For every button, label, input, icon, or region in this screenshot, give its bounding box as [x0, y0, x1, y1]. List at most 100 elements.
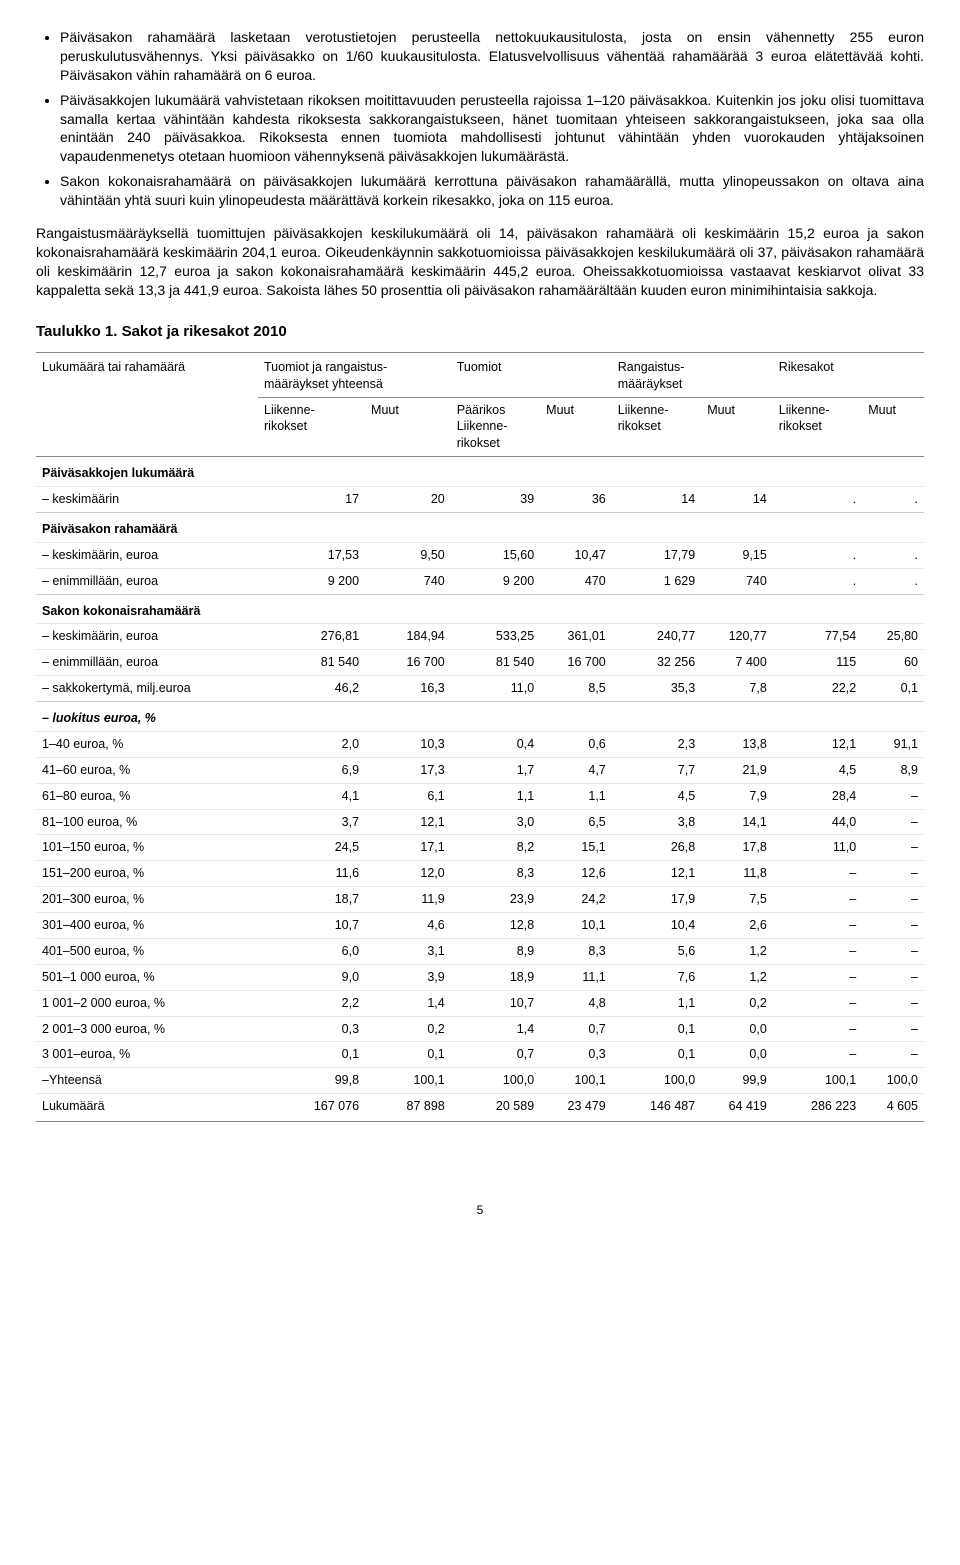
cell: – — [862, 887, 924, 913]
sub-col: PäärikosLiikenne-rikokset — [451, 397, 540, 457]
cell: 20 — [365, 487, 451, 513]
cell: 6,1 — [365, 783, 451, 809]
cell: 12,1 — [365, 809, 451, 835]
cell: 9,50 — [365, 542, 451, 568]
cell: 1 629 — [612, 568, 701, 594]
table-row: 501–1 000 euroa, %9,03,918,911,17,61,2–– — [36, 964, 924, 990]
cell: – — [862, 964, 924, 990]
cell: 1,1 — [451, 783, 540, 809]
cell: 1,2 — [701, 938, 773, 964]
cell: 16,3 — [365, 676, 451, 702]
table-row: – enimmillään, euroa81 54016 70081 54016… — [36, 650, 924, 676]
cell: 10,7 — [258, 913, 365, 939]
cell: 4,1 — [258, 783, 365, 809]
row-label: 151–200 euroa, % — [36, 861, 258, 887]
cell: 100,0 — [612, 1068, 701, 1094]
cell: 2,3 — [612, 731, 701, 757]
row-label: – keskimäärin, euroa — [36, 624, 258, 650]
cell: 276,81 — [258, 624, 365, 650]
cell: 81 540 — [451, 650, 540, 676]
cell: . — [862, 487, 924, 513]
row-label: –Yhteensä — [36, 1068, 258, 1094]
cell: 12,1 — [612, 861, 701, 887]
table-row: – keskimäärin, euroa17,539,5015,6010,471… — [36, 542, 924, 568]
cell: 8,9 — [862, 757, 924, 783]
cell: 17,3 — [365, 757, 451, 783]
cell: 11,9 — [365, 887, 451, 913]
cell: 1,2 — [701, 964, 773, 990]
cell: 6,9 — [258, 757, 365, 783]
col-group: Rangaistus-määräykset — [612, 352, 773, 397]
cell: 8,3 — [451, 861, 540, 887]
cell: 0,2 — [365, 1016, 451, 1042]
cell: 286 223 — [773, 1094, 862, 1122]
sub-col: Muut — [701, 397, 773, 457]
row-label: – enimmillään, euroa — [36, 568, 258, 594]
cell: 3,0 — [451, 809, 540, 835]
cell: 9 200 — [258, 568, 365, 594]
cell: 21,9 — [701, 757, 773, 783]
section-header: Päiväsakon rahamäärä — [36, 512, 924, 542]
cell: 11,0 — [451, 676, 540, 702]
row-label: 501–1 000 euroa, % — [36, 964, 258, 990]
cell: 2,6 — [701, 913, 773, 939]
cell: 8,5 — [540, 676, 612, 702]
cell: 35,3 — [612, 676, 701, 702]
fines-table: Lukumäärä tai rahamääräTuomiot ja rangai… — [36, 352, 924, 1122]
cell: 100,1 — [773, 1068, 862, 1094]
row-label: – sakkokertymä, milj.euroa — [36, 676, 258, 702]
cell: 4,7 — [540, 757, 612, 783]
cell: 44,0 — [773, 809, 862, 835]
cell: 0,2 — [701, 990, 773, 1016]
cell: 2,0 — [258, 731, 365, 757]
table-row: 1–40 euroa, %2,010,30,40,62,313,812,191,… — [36, 731, 924, 757]
cell: 17,79 — [612, 542, 701, 568]
cell: 3,1 — [365, 938, 451, 964]
cell: . — [773, 542, 862, 568]
cell: 3,8 — [612, 809, 701, 835]
row-label: 81–100 euroa, % — [36, 809, 258, 835]
cell: 14 — [701, 487, 773, 513]
cell: 1,4 — [451, 1016, 540, 1042]
table-title: Taulukko 1. Sakot ja rikesakot 2010 — [36, 322, 924, 342]
cell: 11,1 — [540, 964, 612, 990]
cell: – — [862, 783, 924, 809]
cell: 10,4 — [612, 913, 701, 939]
cell: 0,1 — [258, 1042, 365, 1068]
cell: – — [773, 861, 862, 887]
section-header: Päiväsakkojen lukumäärä — [36, 457, 924, 487]
cell: 4,6 — [365, 913, 451, 939]
sub-col: Muut — [540, 397, 612, 457]
cell: 0,1 — [612, 1016, 701, 1042]
cell: 24,2 — [540, 887, 612, 913]
cell: 9,0 — [258, 964, 365, 990]
cell: – — [862, 913, 924, 939]
cell: 16 700 — [365, 650, 451, 676]
cell: 81 540 — [258, 650, 365, 676]
row-label: 3 001–euroa, % — [36, 1042, 258, 1068]
cell: 184,94 — [365, 624, 451, 650]
cell: 91,1 — [862, 731, 924, 757]
table-row: 61–80 euroa, %4,16,11,11,14,57,928,4– — [36, 783, 924, 809]
cell: 8,3 — [540, 938, 612, 964]
cell: 0,7 — [451, 1042, 540, 1068]
cell: 100,1 — [540, 1068, 612, 1094]
cell: . — [773, 568, 862, 594]
cell: 4 605 — [862, 1094, 924, 1122]
cell: 0,7 — [540, 1016, 612, 1042]
cell: 0,1 — [612, 1042, 701, 1068]
cell: 115 — [773, 650, 862, 676]
row-label: 301–400 euroa, % — [36, 913, 258, 939]
cell: . — [862, 542, 924, 568]
cell: – — [773, 964, 862, 990]
cell: – — [773, 938, 862, 964]
cell: 46,2 — [258, 676, 365, 702]
cell: 100,0 — [451, 1068, 540, 1094]
table-row: 101–150 euroa, %24,517,18,215,126,817,81… — [36, 835, 924, 861]
cell: 12,0 — [365, 861, 451, 887]
section-header: – luokitus euroa, % — [36, 702, 924, 732]
cell: 77,54 — [773, 624, 862, 650]
cell: 23,9 — [451, 887, 540, 913]
cell: 16 700 — [540, 650, 612, 676]
sub-col: Liikenne-rikokset — [258, 397, 365, 457]
